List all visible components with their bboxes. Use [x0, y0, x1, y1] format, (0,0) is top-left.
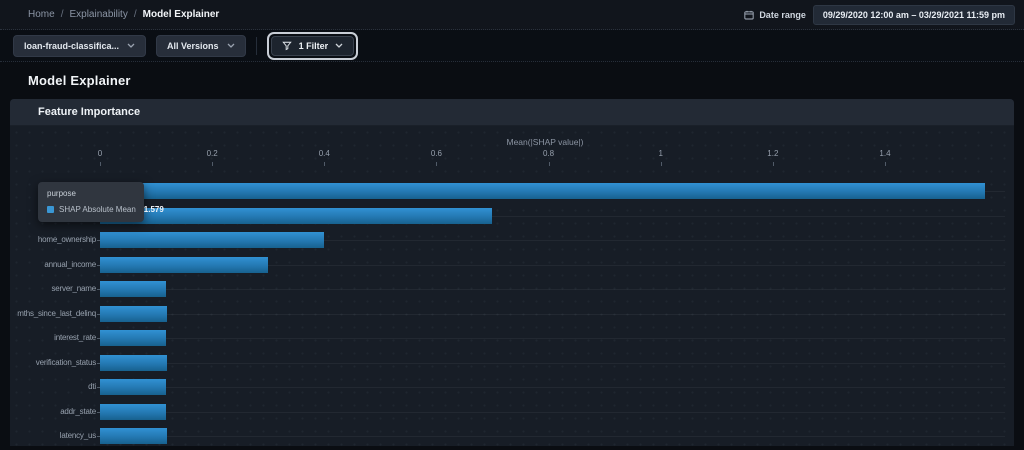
feature-importance-panel: Feature Importance Mean(|SHAP value|) pu… [10, 99, 1014, 446]
feature-bar-latency_us[interactable] [100, 428, 168, 444]
filter-button-label: 1 Filter [298, 40, 329, 51]
breadcrumb-separator: / [60, 9, 64, 20]
panel-title: Feature Importance [38, 106, 141, 118]
y-axis-tick-mark [97, 362, 100, 364]
feature-label-latency_us: latency_us [59, 431, 96, 440]
feature-bar-server_name[interactable] [100, 281, 167, 297]
page-heading-row: Model Explainer [0, 62, 1024, 99]
feature-bar-purpose[interactable] [100, 183, 986, 199]
date-range-value-button[interactable]: 09/29/2020 12:00 am – 03/29/2021 11:59 p… [812, 4, 1015, 25]
feature-bar-interest_rate[interactable] [100, 330, 167, 346]
x-axis-tick-label: 0.2 [206, 149, 218, 158]
x-axis-tick-label: 0.4 [318, 149, 330, 158]
version-selector-value: All Versions [167, 40, 219, 51]
y-axis-tick-mark [97, 338, 100, 339]
feature-bar-dti[interactable] [100, 379, 166, 395]
panel-header: Feature Importance [10, 99, 1014, 126]
feature-bar-mths_since_last_delinq[interactable] [100, 305, 168, 322]
version-selector-dropdown[interactable]: All Versions [156, 34, 246, 57]
date-range-control: Date range 09/29/2020 12:00 am – 03/29/2… [744, 4, 1015, 25]
model-selector-dropdown[interactable]: loan-fraud-classifica... [13, 34, 147, 57]
feature-bar-row-2[interactable] [100, 207, 493, 224]
chevron-down-icon [335, 43, 343, 48]
toolbar: loan-fraud-classifica... All Versions 1 … [0, 30, 1024, 62]
feature-label-dti: dti [88, 382, 96, 391]
x-axis-tick-mark [772, 162, 774, 166]
x-axis-tick-label: 0.6 [430, 149, 442, 158]
chart-tooltip: purpose SHAP Absolute Mean 1.579 [38, 182, 164, 222]
feature-bar-verification_status[interactable] [100, 354, 168, 371]
feature-label-home_ownership: home_ownership [37, 235, 96, 244]
row-guide-line [100, 240, 1005, 241]
feature-bar-addr_state[interactable] [100, 403, 166, 420]
row-guide-line [100, 215, 1005, 217]
breadcrumb-explainability[interactable]: Explainability [69, 9, 128, 20]
row-guide-line [100, 313, 1005, 315]
y-axis-tick-mark [97, 387, 100, 388]
toolbar-divider [255, 36, 257, 55]
feature-bar-annual_income[interactable] [100, 256, 269, 273]
filter-button[interactable]: 1 Filter [270, 35, 355, 56]
row-guide-line [100, 411, 1005, 413]
x-axis-tick-mark [324, 162, 326, 166]
x-axis-tick-label: 1.4 [879, 149, 891, 158]
row-guide-line [100, 264, 1005, 266]
tooltip-value: 1.579 [143, 205, 164, 214]
row-guide-line [100, 436, 1005, 437]
x-axis-tick-label: 1 [658, 149, 663, 158]
chevron-down-icon [127, 43, 135, 48]
feature-importance-chart: Mean(|SHAP value|) purpose SHAP Absolute… [10, 126, 1014, 446]
filter-funnel-icon [281, 41, 292, 51]
x-axis-title: Mean(|SHAP value|) [506, 137, 584, 147]
row-guide-line [100, 289, 1005, 290]
calendar-icon [744, 10, 754, 20]
breadcrumb-separator: / [133, 9, 137, 20]
filter-button-focus-ring: 1 Filter [266, 31, 359, 60]
tooltip-feature-name: purpose [47, 189, 76, 198]
feature-bar-home_ownership[interactable] [100, 232, 325, 248]
y-axis-tick-mark [97, 313, 100, 315]
y-axis-tick-mark [97, 289, 100, 290]
y-axis-tick-mark [97, 436, 100, 437]
y-axis-tick-mark [97, 411, 100, 413]
y-axis-tick-mark [97, 240, 100, 241]
breadcrumb-current: Model Explainer [142, 9, 220, 20]
row-guide-line [100, 362, 1005, 364]
model-selector-value: loan-fraud-classifica... [24, 40, 120, 51]
feature-label-annual_income: annual_income [44, 259, 96, 269]
row-guide-line [100, 338, 1005, 339]
date-range-label-text: Date range [759, 9, 806, 20]
breadcrumb-home[interactable]: Home [28, 9, 55, 20]
breadcrumb: Home / Explainability / Model Explainer [28, 9, 219, 20]
chevron-down-icon [227, 43, 235, 48]
series-marker-icon [47, 206, 54, 213]
row-guide-line [100, 387, 1005, 388]
tooltip-series-label: SHAP Absolute Mean [59, 205, 136, 214]
x-axis-tick-mark [100, 162, 101, 166]
x-axis-tick-mark [212, 162, 214, 166]
feature-label-verification_status: verification_status [35, 357, 96, 367]
feature-label-mths_since_last_delinq: mths_since_last_delinq [17, 308, 96, 318]
x-axis-tick-mark [436, 162, 438, 166]
feature-label-addr_state: addr_state [60, 406, 96, 416]
x-axis-tick-mark [548, 162, 550, 166]
x-axis-tick-label: 0 [97, 149, 103, 158]
top-bar: Home / Explainability / Model Explainer … [0, 0, 1024, 30]
x-axis-tick-mark [660, 162, 662, 166]
y-axis-tick-mark [97, 264, 100, 266]
x-axis-tick-mark [884, 162, 886, 166]
page-title: Model Explainer [28, 73, 131, 88]
date-range-label: Date range [744, 10, 806, 20]
feature-label-interest_rate: interest_rate [54, 333, 96, 342]
tooltip-series-row: SHAP Absolute Mean 1.579 [47, 205, 164, 214]
feature-label-server_name: server_name [51, 284, 97, 293]
x-axis-tick-label: 0.8 [542, 149, 555, 158]
x-axis-tick-label: 1.2 [767, 149, 779, 158]
